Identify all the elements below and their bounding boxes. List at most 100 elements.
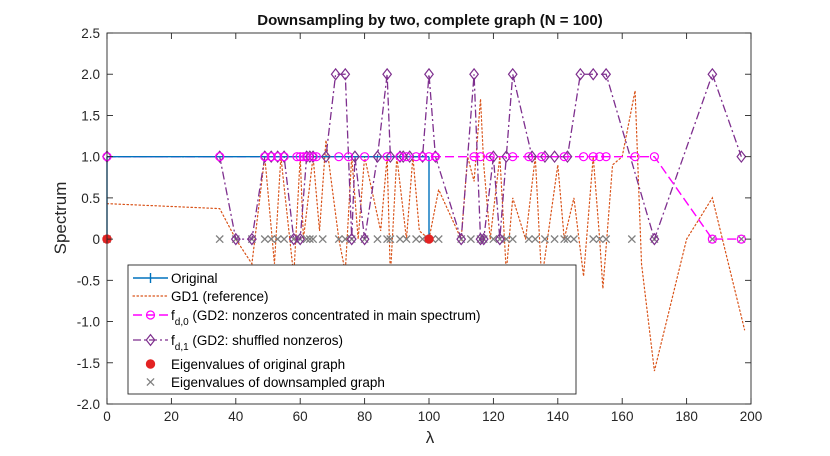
downsampled-eigenvalue-stroke xyxy=(318,235,327,244)
downsampled-eigenvalue-marker xyxy=(524,235,533,244)
downsampled-eigenvalue-stroke xyxy=(260,235,269,244)
x-tick-label: 140 xyxy=(547,409,570,424)
legend-label-subscript: d,1 xyxy=(175,342,189,353)
downsampled-eigenvalue-stroke xyxy=(602,235,611,244)
x-tick-label: 40 xyxy=(228,409,243,424)
legend-swatch-downsampled-eigenvalues xyxy=(146,377,155,387)
legend-label: fd,1 (GD2: shuffled nonzeros) xyxy=(171,333,343,353)
fd1-marker xyxy=(359,232,370,246)
fd0-marker xyxy=(424,152,434,162)
fd1-marker xyxy=(562,150,573,164)
fd0-marker xyxy=(485,152,495,162)
fd0-marker xyxy=(630,152,640,162)
downsampled-eigenvalue-marker xyxy=(260,235,269,244)
fd1-marker xyxy=(398,150,409,164)
fd0-marker xyxy=(601,152,611,162)
downsampled-eigenvalue-stroke xyxy=(395,235,405,244)
downsampled-eigenvalue-stroke xyxy=(589,235,598,244)
downsampled-eigenvalue-stroke xyxy=(215,235,224,244)
downsampled-eigenvalue-stroke xyxy=(383,235,392,244)
legend-entry: fd,0 (GD2: nonzeros concentrated in main… xyxy=(133,308,481,328)
downsampled-eigenvalue-marker xyxy=(334,235,343,244)
downsampled-eigenvalue-marker xyxy=(412,235,421,244)
legend-box xyxy=(127,264,577,395)
downsampled-eigenvalue-stroke xyxy=(627,235,636,244)
downsampled-eigenvalue-marker xyxy=(508,235,517,244)
fd0-marker xyxy=(295,152,305,162)
downsampled-eigenvalue-stroke xyxy=(540,235,549,244)
fd0-marker xyxy=(279,152,289,162)
legend: Original GD1 (reference) fd,0 (GD2: nonzer… xyxy=(127,264,577,395)
y-tick-label: 1.5 xyxy=(81,108,100,123)
fd0-marker xyxy=(343,152,354,162)
legend-label-rest: (GD2: shuffled nonzeros) xyxy=(189,333,343,348)
downsampled-eigenvalue-stroke xyxy=(412,235,421,244)
x-tick-label: 160 xyxy=(611,409,634,424)
fd0-marker xyxy=(360,152,370,162)
fd1-marker xyxy=(385,150,396,164)
y-tick-label: -0.5 xyxy=(77,273,100,288)
legend-label: Eigenvalues of original graph xyxy=(171,357,345,372)
downsampled-eigenvalue-stroke xyxy=(386,235,395,244)
y-tick-label: 2.5 xyxy=(81,26,100,41)
downsampled-eigenvalue-marker xyxy=(373,235,382,244)
downsampled-eigenvalue-stroke xyxy=(466,235,475,244)
downsampled-eigenvalue-marker xyxy=(302,235,311,244)
legend-entry: GD1 (reference) xyxy=(132,289,269,304)
fd1-marker xyxy=(214,150,225,164)
original-eigenvalue-marker xyxy=(424,234,434,244)
downsampled-eigenvalue-stroke xyxy=(373,235,382,244)
legend-label: fd,0 (GD2: nonzeros concentrated in main… xyxy=(171,308,481,328)
downsampled-eigenvalue-stroke xyxy=(560,235,569,244)
legend-entry: Eigenvalues of original graph xyxy=(145,357,345,372)
x-axis-label: λ xyxy=(426,428,435,447)
fd0-marker xyxy=(334,152,344,162)
downsampled-eigenvalue-stroke xyxy=(595,235,604,244)
legend-label-rest: (GD2: nonzeros concentrated in main spec… xyxy=(189,308,481,323)
fd1-marker xyxy=(507,67,518,81)
fd1-marker xyxy=(549,150,560,164)
downsampled-eigenvalue-marker xyxy=(267,235,276,244)
downsampled-eigenvalue-stroke xyxy=(531,235,540,244)
fd0-marker xyxy=(559,152,569,162)
y-axis-label: Spectrum xyxy=(51,182,70,255)
legend-label-main: f xyxy=(171,333,175,348)
y-tick-label: 1.0 xyxy=(81,150,100,165)
fd1-marker xyxy=(707,67,718,81)
downsampled-eigenvalue-marker xyxy=(531,235,540,244)
legend-swatch-fd0 xyxy=(145,310,156,320)
fd1-marker xyxy=(288,232,299,246)
fd0-marker xyxy=(401,152,412,162)
downsampled-eigenvalue-marker xyxy=(309,235,318,244)
downsampled-eigenvalue-stroke xyxy=(341,235,350,244)
downsampled-eigenvalue-marker xyxy=(560,235,569,244)
fd1-marker xyxy=(340,67,351,81)
downsampled-eigenvalue-marker xyxy=(550,235,559,244)
y-tick-label: -1.0 xyxy=(77,315,100,330)
fd0-marker xyxy=(417,152,428,162)
downsampled-eigenvalue-marker xyxy=(595,235,604,244)
fd1-marker xyxy=(295,232,306,246)
legend-swatch-fd1 xyxy=(145,333,156,347)
legend-label: GD1 (reference) xyxy=(171,289,269,304)
axes-layer: 0 20 40 60 80 100 120 140 160 180 200 -2.0 -1.5 -1.0 -… xyxy=(77,26,763,424)
fd1-marker xyxy=(475,232,486,246)
fd1-marker xyxy=(601,67,612,81)
downsampled-eigenvalue-stroke xyxy=(508,235,517,244)
fd1-marker xyxy=(736,150,747,164)
downsampled-eigenvalue-marker xyxy=(563,235,572,244)
fd1-marker xyxy=(575,67,586,81)
fd0-marker xyxy=(707,234,717,244)
y-tick-label: 2.0 xyxy=(81,67,100,82)
downsampled-eigenvalue-marker xyxy=(627,235,636,244)
downsampled-eigenvalue-marker xyxy=(215,235,224,244)
y-tick-label: -2.0 xyxy=(77,397,100,412)
downsampled-eigenvalue-marker xyxy=(569,235,578,244)
downsampled-eigenvalue-marker xyxy=(386,235,395,244)
downsampled-eigenvalue-stroke xyxy=(563,235,572,244)
downsampled-eigenvalue-marker xyxy=(466,235,475,244)
downsampled-eigenvalue-stroke xyxy=(569,235,578,244)
fd0-marker xyxy=(469,152,479,162)
